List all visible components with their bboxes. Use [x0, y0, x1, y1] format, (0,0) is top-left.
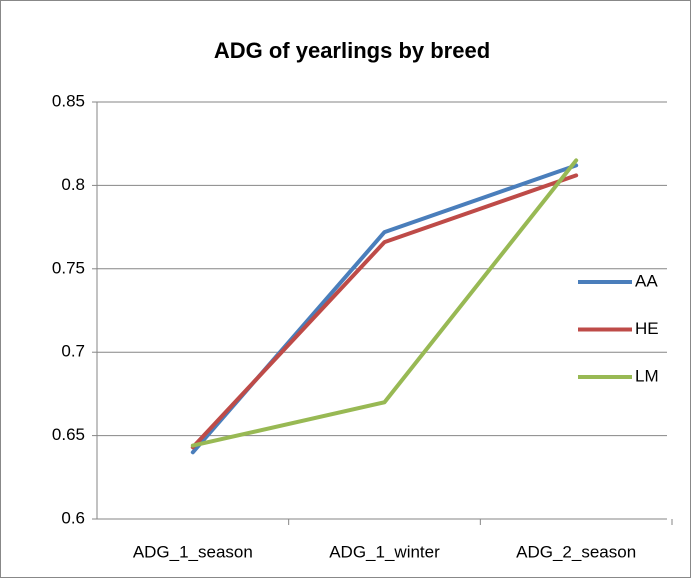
chart-title: ADG of yearlings by breed [214, 38, 490, 63]
y-tick-label: 0.6 [61, 508, 85, 527]
x-tick-label: ADG_1_season [133, 542, 253, 561]
y-tick-label: 0.65 [52, 425, 85, 444]
y-tick-label: 0.85 [52, 91, 85, 110]
legend-label: HE [635, 319, 659, 338]
series-line [190, 158, 579, 448]
y-tick-label: 0.8 [61, 175, 85, 194]
y-tick-label: 0.7 [61, 342, 85, 361]
legend-label: AA [635, 271, 658, 290]
legend-label: LM [635, 366, 659, 385]
x-tick-label: ADG_1_winter [329, 542, 440, 561]
y-tick-label: 0.75 [52, 258, 85, 277]
x-tick-label: ADG_2_season [516, 542, 636, 561]
series-line [190, 173, 579, 450]
